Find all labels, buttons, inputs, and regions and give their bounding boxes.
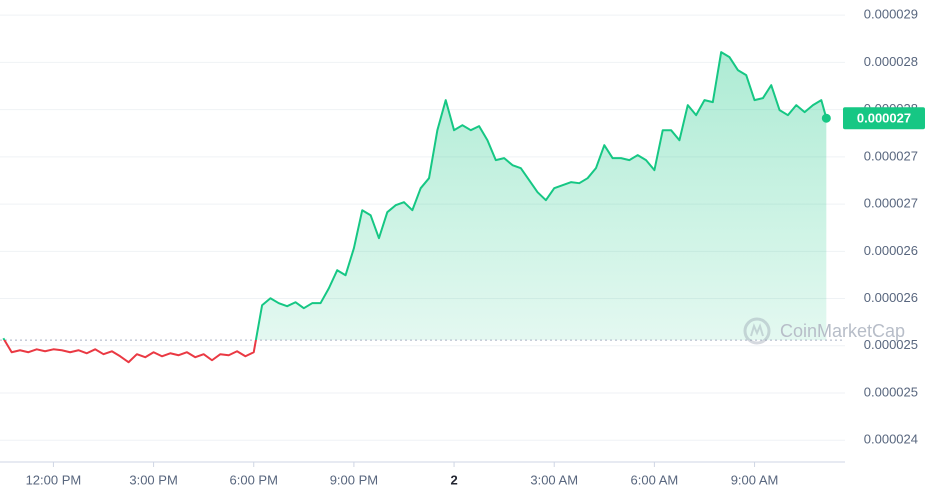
y-tick-label: 0.000028 <box>864 54 918 69</box>
price-line <box>2 51 828 364</box>
x-tick-label: 12:00 PM <box>26 472 82 487</box>
y-tick-label: 0.000026 <box>864 290 918 305</box>
watermark-logo <box>743 317 771 345</box>
y-tick-label: 0.000027 <box>864 196 918 211</box>
y-tick-label: 0.000026 <box>864 243 918 258</box>
plot <box>0 51 845 364</box>
x-tick-label: 6:00 PM <box>230 472 278 487</box>
y-tick-label: 0.000024 <box>864 432 918 447</box>
price-badge-label: 0.000027 <box>857 111 911 126</box>
x-tick-label: 6:00 AM <box>631 472 679 487</box>
price-badge <box>843 107 925 130</box>
last-price-dot <box>821 113 831 123</box>
x-tick-label: 2 <box>450 472 457 487</box>
y-tick-label: 0.000025 <box>864 337 918 352</box>
price-area <box>3 52 827 341</box>
x-tick-label: 9:00 PM <box>330 472 378 487</box>
x-tick-label: 3:00 AM <box>530 472 578 487</box>
watermark: CoinMarketCap <box>780 321 905 341</box>
y-tick-label: 0.000025 <box>864 384 918 399</box>
y-tick-label: 0.000029 <box>864 7 918 22</box>
y-tick-label: 0.000027 <box>864 148 918 163</box>
x-tick-label: 9:00 AM <box>731 472 779 487</box>
x-tick-label: 3:00 PM <box>129 472 177 487</box>
